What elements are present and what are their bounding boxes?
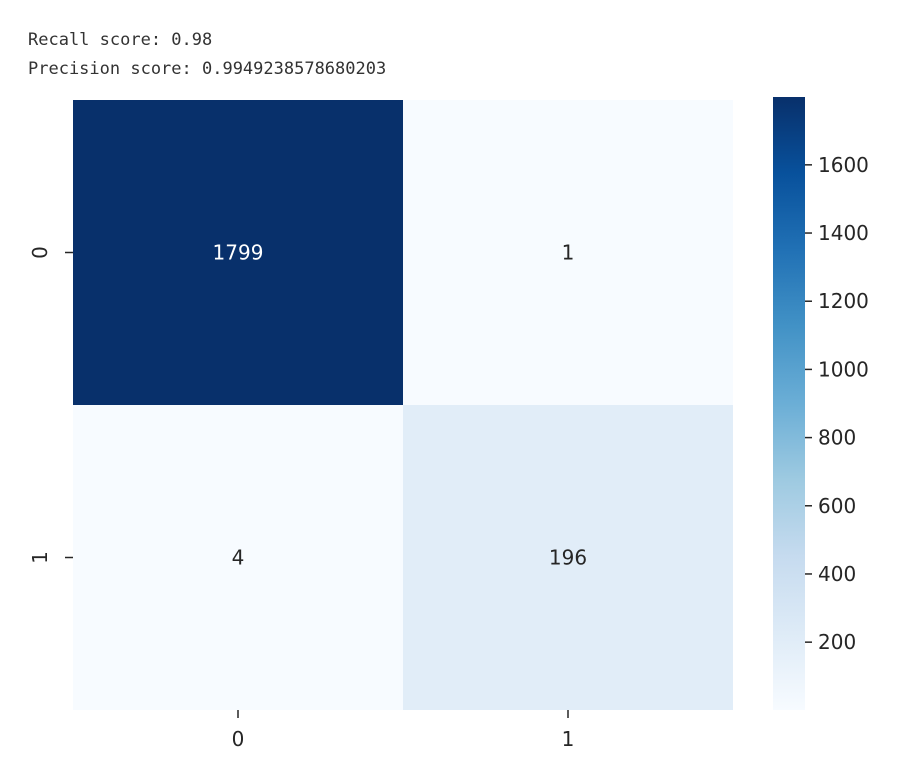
colorbar-gradient (773, 97, 805, 710)
heatmap-cells: 1799 1 4 196 (73, 100, 733, 710)
y-tick-label: 0 (28, 246, 52, 259)
cell-value-label: 1 (562, 241, 575, 265)
colorbar-tick-label: 1200 (818, 289, 869, 313)
colorbar-tick-label: 400 (818, 562, 856, 586)
heatmap-cell (403, 405, 733, 710)
colorbar-tick-label: 1000 (818, 357, 869, 381)
colorbar: 200 400 600 800 1000 1200 1400 1600 (773, 97, 869, 710)
heatmap-cell (73, 405, 403, 710)
colorbar-tick-label: 200 (818, 630, 856, 654)
colorbar-tick-label: 600 (818, 494, 856, 518)
x-tick-label: 1 (562, 727, 575, 751)
heatmap-cell (73, 100, 403, 405)
precision-score-text: Precision score: 0.9949238578680203 (28, 59, 387, 79)
cell-value-label: 1799 (213, 241, 264, 265)
y-tick-label: 1 (28, 551, 52, 564)
heatmap-cell (403, 100, 733, 405)
x-tick-label: 0 (232, 727, 245, 751)
recall-score-text: Recall score: 0.98 (28, 30, 213, 50)
colorbar-tick-label: 1600 (818, 153, 869, 177)
heatmap-axes: 0 1 0 1 (28, 246, 574, 751)
cell-value-label: 196 (549, 546, 587, 570)
colorbar-tick-label: 800 (818, 426, 856, 450)
cell-value-label: 4 (232, 546, 245, 570)
colorbar-tick-label: 1400 (818, 221, 869, 245)
